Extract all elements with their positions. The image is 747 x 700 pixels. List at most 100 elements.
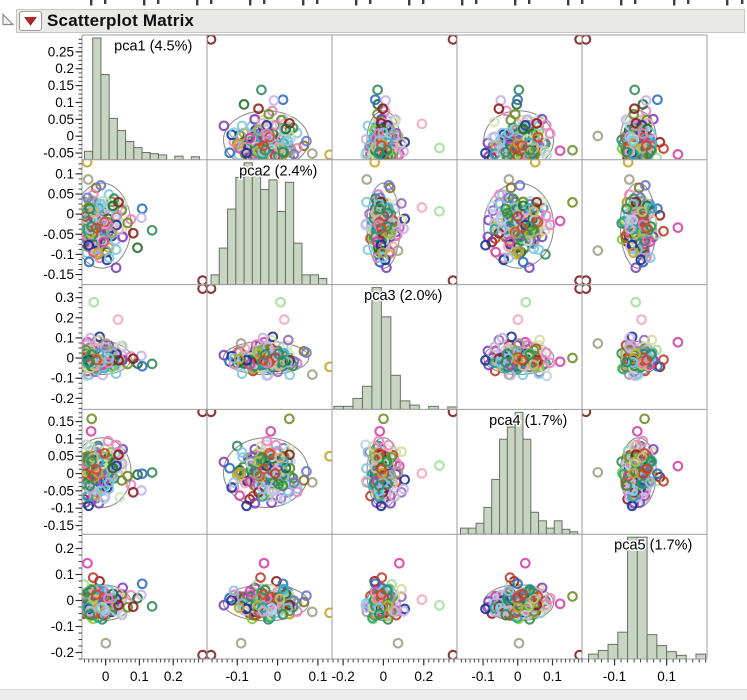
scatter-point[interactable] xyxy=(252,348,264,360)
scatter-point[interactable] xyxy=(284,355,295,366)
scatter-point[interactable] xyxy=(324,361,334,373)
red-triangle-menu-button[interactable] xyxy=(19,11,42,31)
histogram-bar[interactable] xyxy=(352,397,363,410)
scatter-point[interactable] xyxy=(277,609,289,620)
matrix-cell-pca5-vs-pca3[interactable] xyxy=(332,534,457,659)
scatter-point[interactable] xyxy=(651,152,662,163)
matrix-cell-pca4-vs-pca5[interactable] xyxy=(582,408,707,535)
histogram-bar[interactable] xyxy=(597,649,609,660)
scatter-point[interactable] xyxy=(373,491,385,502)
scatter-point[interactable] xyxy=(633,182,645,194)
scatter-point[interactable] xyxy=(382,228,394,239)
scatter-point[interactable] xyxy=(84,203,96,215)
scatter-point[interactable] xyxy=(241,500,252,512)
scatter-point[interactable] xyxy=(87,572,99,583)
scatter-point[interactable] xyxy=(86,456,97,467)
scatter-point[interactable] xyxy=(658,475,669,487)
scatter-point[interactable] xyxy=(554,215,566,227)
scatter-point[interactable] xyxy=(641,252,652,264)
scatter-point[interactable] xyxy=(113,449,124,461)
scatter-point[interactable] xyxy=(524,584,536,596)
scatter-point[interactable] xyxy=(503,252,515,264)
scatter-point[interactable] xyxy=(574,649,584,660)
scatter-point[interactable] xyxy=(80,579,90,590)
scatter-point[interactable] xyxy=(373,480,385,491)
scatter-point[interactable] xyxy=(524,349,536,360)
scatter-point[interactable] xyxy=(275,296,286,308)
scatter-point[interactable] xyxy=(540,210,552,222)
scatter-point[interactable] xyxy=(228,589,240,601)
scatter-point[interactable] xyxy=(627,356,639,368)
scatter-point[interactable] xyxy=(268,95,280,106)
scatter-point[interactable] xyxy=(382,207,394,219)
scatter-point[interactable] xyxy=(98,236,109,248)
scatter-point[interactable] xyxy=(103,252,115,264)
scatter-point[interactable] xyxy=(207,284,217,294)
scatter-point[interactable] xyxy=(82,557,93,569)
scatter-point[interactable] xyxy=(531,117,543,129)
scatter-point[interactable] xyxy=(567,591,578,602)
scatter-point[interactable] xyxy=(257,605,269,617)
histogram-bar[interactable] xyxy=(390,374,401,410)
matrix-cell-pca1-vs-pca4[interactable] xyxy=(457,35,584,169)
scatter-point[interactable] xyxy=(489,223,501,235)
scatter-point[interactable] xyxy=(102,357,114,369)
matrix-cell-pca1-vs-pca2[interactable] xyxy=(207,35,334,169)
scatter-point[interactable] xyxy=(567,144,578,156)
scatter-point[interactable] xyxy=(487,205,499,216)
scatter-point[interactable] xyxy=(228,127,240,139)
scatter-point[interactable] xyxy=(567,352,578,364)
scatter-point[interactable] xyxy=(635,254,647,266)
scatter-point[interactable] xyxy=(224,147,236,159)
scatter-point[interactable] xyxy=(392,245,404,256)
scatter-point[interactable] xyxy=(621,146,633,158)
scatter-point[interactable] xyxy=(539,146,551,157)
scatter-point[interactable] xyxy=(622,470,634,482)
scatter-point[interactable] xyxy=(644,236,655,248)
histogram-bar[interactable] xyxy=(695,653,707,660)
scatter-point[interactable] xyxy=(111,439,122,451)
histogram-bar[interactable] xyxy=(553,520,563,535)
matrix-cell-pca3-vs-pca2[interactable] xyxy=(207,284,334,410)
scatter-point[interactable] xyxy=(97,369,108,381)
scatter-point[interactable] xyxy=(447,35,458,45)
scatter-point[interactable] xyxy=(534,334,545,346)
scatter-point[interactable] xyxy=(273,348,284,360)
scatter-point[interactable] xyxy=(639,490,651,501)
scatter-point[interactable] xyxy=(90,222,102,234)
scatter-point[interactable] xyxy=(373,198,385,210)
scatter-point[interactable] xyxy=(236,447,248,458)
scatter-point[interactable] xyxy=(146,358,158,370)
scatter-point[interactable] xyxy=(252,456,264,468)
scatter-point[interactable] xyxy=(494,356,506,368)
scatter-point[interactable] xyxy=(85,441,96,452)
scatter-point[interactable] xyxy=(375,500,387,512)
scatter-point[interactable] xyxy=(645,456,657,467)
scatter-point[interactable] xyxy=(641,463,652,475)
histogram-bar[interactable] xyxy=(317,278,328,286)
scatter-point[interactable] xyxy=(375,196,387,208)
scatter-point[interactable] xyxy=(233,468,245,479)
scatter-point[interactable] xyxy=(641,222,652,234)
scatter-point[interactable] xyxy=(83,256,95,268)
scatter-point[interactable] xyxy=(592,245,604,256)
scatter-point[interactable] xyxy=(373,435,385,447)
scatter-point[interactable] xyxy=(532,216,544,228)
histogram-bar[interactable] xyxy=(361,385,373,410)
matrix-cell-pca3-vs-pca5[interactable] xyxy=(582,284,707,410)
scatter-point[interactable] xyxy=(291,486,303,498)
scatter-point[interactable] xyxy=(480,239,491,251)
scatter-point[interactable] xyxy=(517,256,529,268)
scatter-point[interactable] xyxy=(592,338,604,349)
histogram-bar[interactable] xyxy=(141,151,151,161)
scatter-point[interactable] xyxy=(512,602,524,614)
scatter-point[interactable] xyxy=(434,142,445,154)
scatter-point[interactable] xyxy=(84,356,96,368)
histogram-bar[interactable] xyxy=(149,153,159,161)
scatter-point[interactable] xyxy=(505,579,516,590)
scatter-point[interactable] xyxy=(197,649,207,660)
scatter-point[interactable] xyxy=(513,84,525,96)
scatter-point[interactable] xyxy=(396,583,407,595)
matrix-cell-pca3-vs-pca1[interactable] xyxy=(73,284,207,410)
